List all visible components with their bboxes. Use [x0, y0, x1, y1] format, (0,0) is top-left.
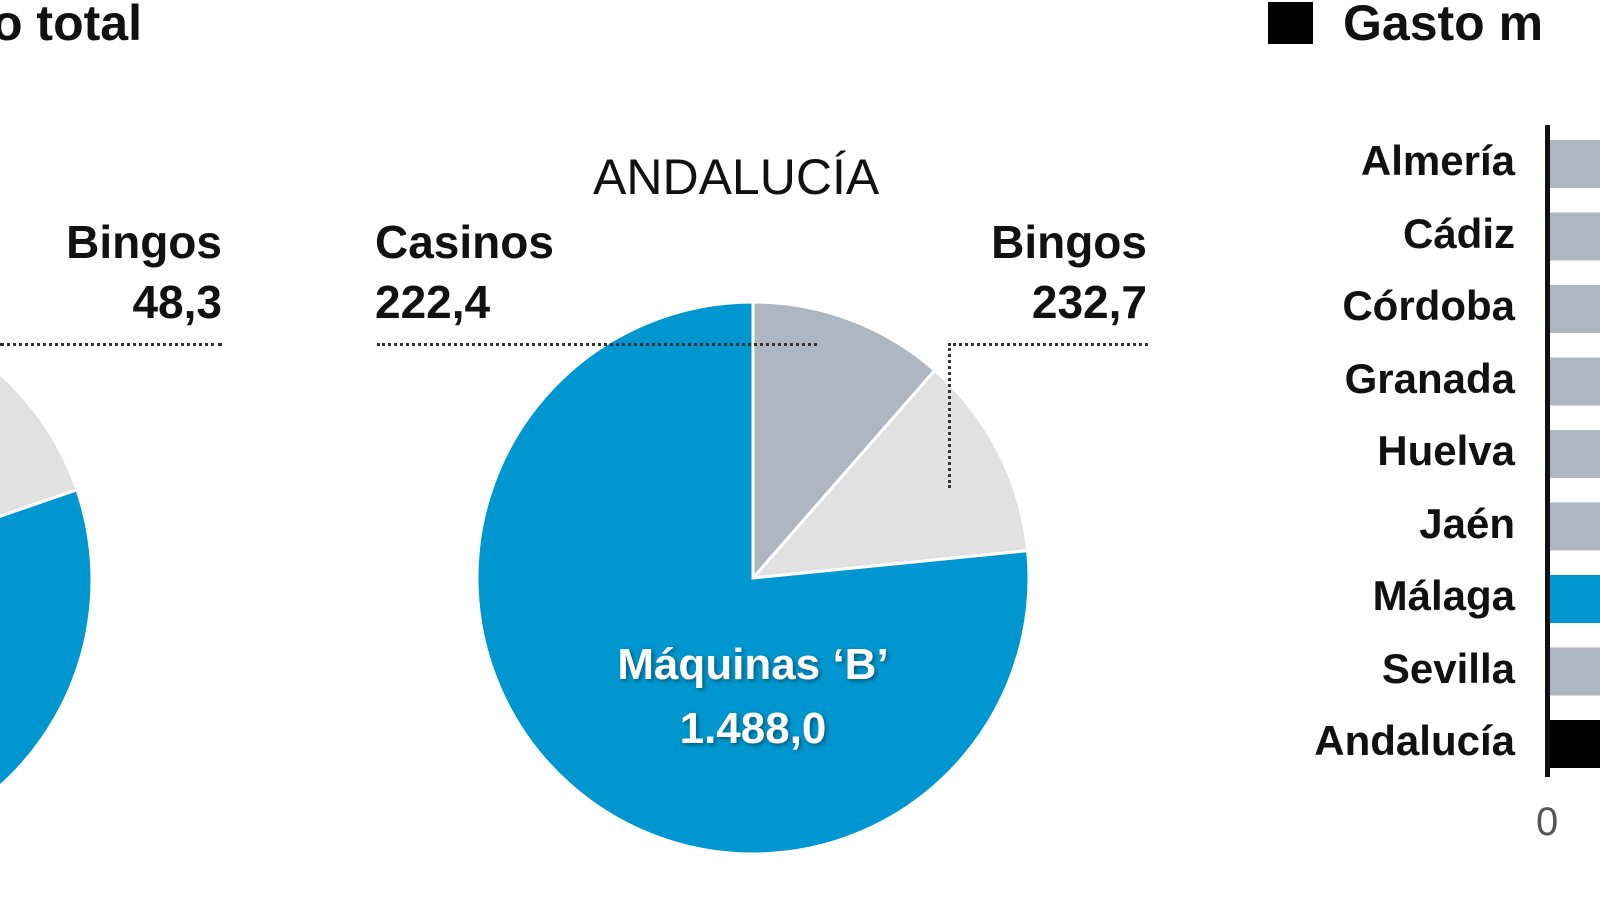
bar: [1550, 140, 1600, 188]
x-tick-label: 0: [1536, 800, 1559, 844]
maquinas-label: Máquinas ‘B’ 1.488,0: [553, 640, 953, 754]
slice-label: Bingos: [66, 216, 222, 268]
category-label: Huelva: [1377, 427, 1515, 474]
pie-slice-2: [475, 300, 1031, 856]
pie-slice-1: [749, 368, 1030, 580]
category-label: Almería: [1360, 137, 1515, 184]
bar: [1550, 357, 1600, 406]
category-label: Málaga: [1372, 572, 1515, 619]
category-label: Andalucía: [1314, 717, 1515, 764]
bar-chart-title: Gasto m: [1343, 0, 1544, 51]
slice-label: Bingos: [991, 216, 1147, 268]
bar-axis: [1545, 125, 1550, 777]
leader-line: [0, 343, 222, 346]
slice-value: 232,7: [1031, 276, 1147, 328]
category-label: Jaén: [1419, 499, 1515, 547]
bar: [1550, 647, 1600, 696]
bar: [1550, 285, 1600, 333]
category-label: Cádiz: [1402, 209, 1515, 257]
casinos-label: Casinos 222,4: [375, 212, 554, 332]
bar: [1550, 720, 1600, 768]
pie-title: ANDALUCÍA: [593, 149, 880, 205]
casinos-leader-line: [377, 343, 817, 346]
category-label: Granada: [1344, 354, 1515, 402]
bar-category-labels: Almería Cádiz Córdoba Granada Huelva Jaén Mála…: [1200, 0, 1515, 900]
left-pie-slice-bingos: [0, 371, 79, 518]
legend-square-icon: [1268, 2, 1313, 44]
left-chart-title: o total: [0, 0, 142, 51]
category-label: Sevilla: [1381, 644, 1515, 692]
bingos-label: Bingos 232,7: [991, 212, 1147, 332]
slice-label: Casinos: [375, 216, 554, 268]
bingos-leader-vertical: [948, 343, 951, 488]
slice-label: Máquinas ‘B’: [617, 640, 889, 689]
bingos-leader-line: [948, 343, 1148, 346]
slice-value: 222,4: [375, 276, 491, 328]
bar: [1550, 212, 1600, 261]
left-bingos-label: Bingos 48,3: [66, 212, 222, 332]
category-label: Córdoba: [1342, 282, 1515, 329]
bar: [1550, 575, 1600, 623]
slice-value: 1.488,0: [679, 704, 827, 753]
slice-value: 48,3: [132, 276, 222, 328]
bar: [1550, 430, 1600, 478]
pie-slice-0: [751, 300, 937, 582]
bar: [1550, 502, 1600, 551]
left-pie-slice-other: [0, 487, 94, 789]
